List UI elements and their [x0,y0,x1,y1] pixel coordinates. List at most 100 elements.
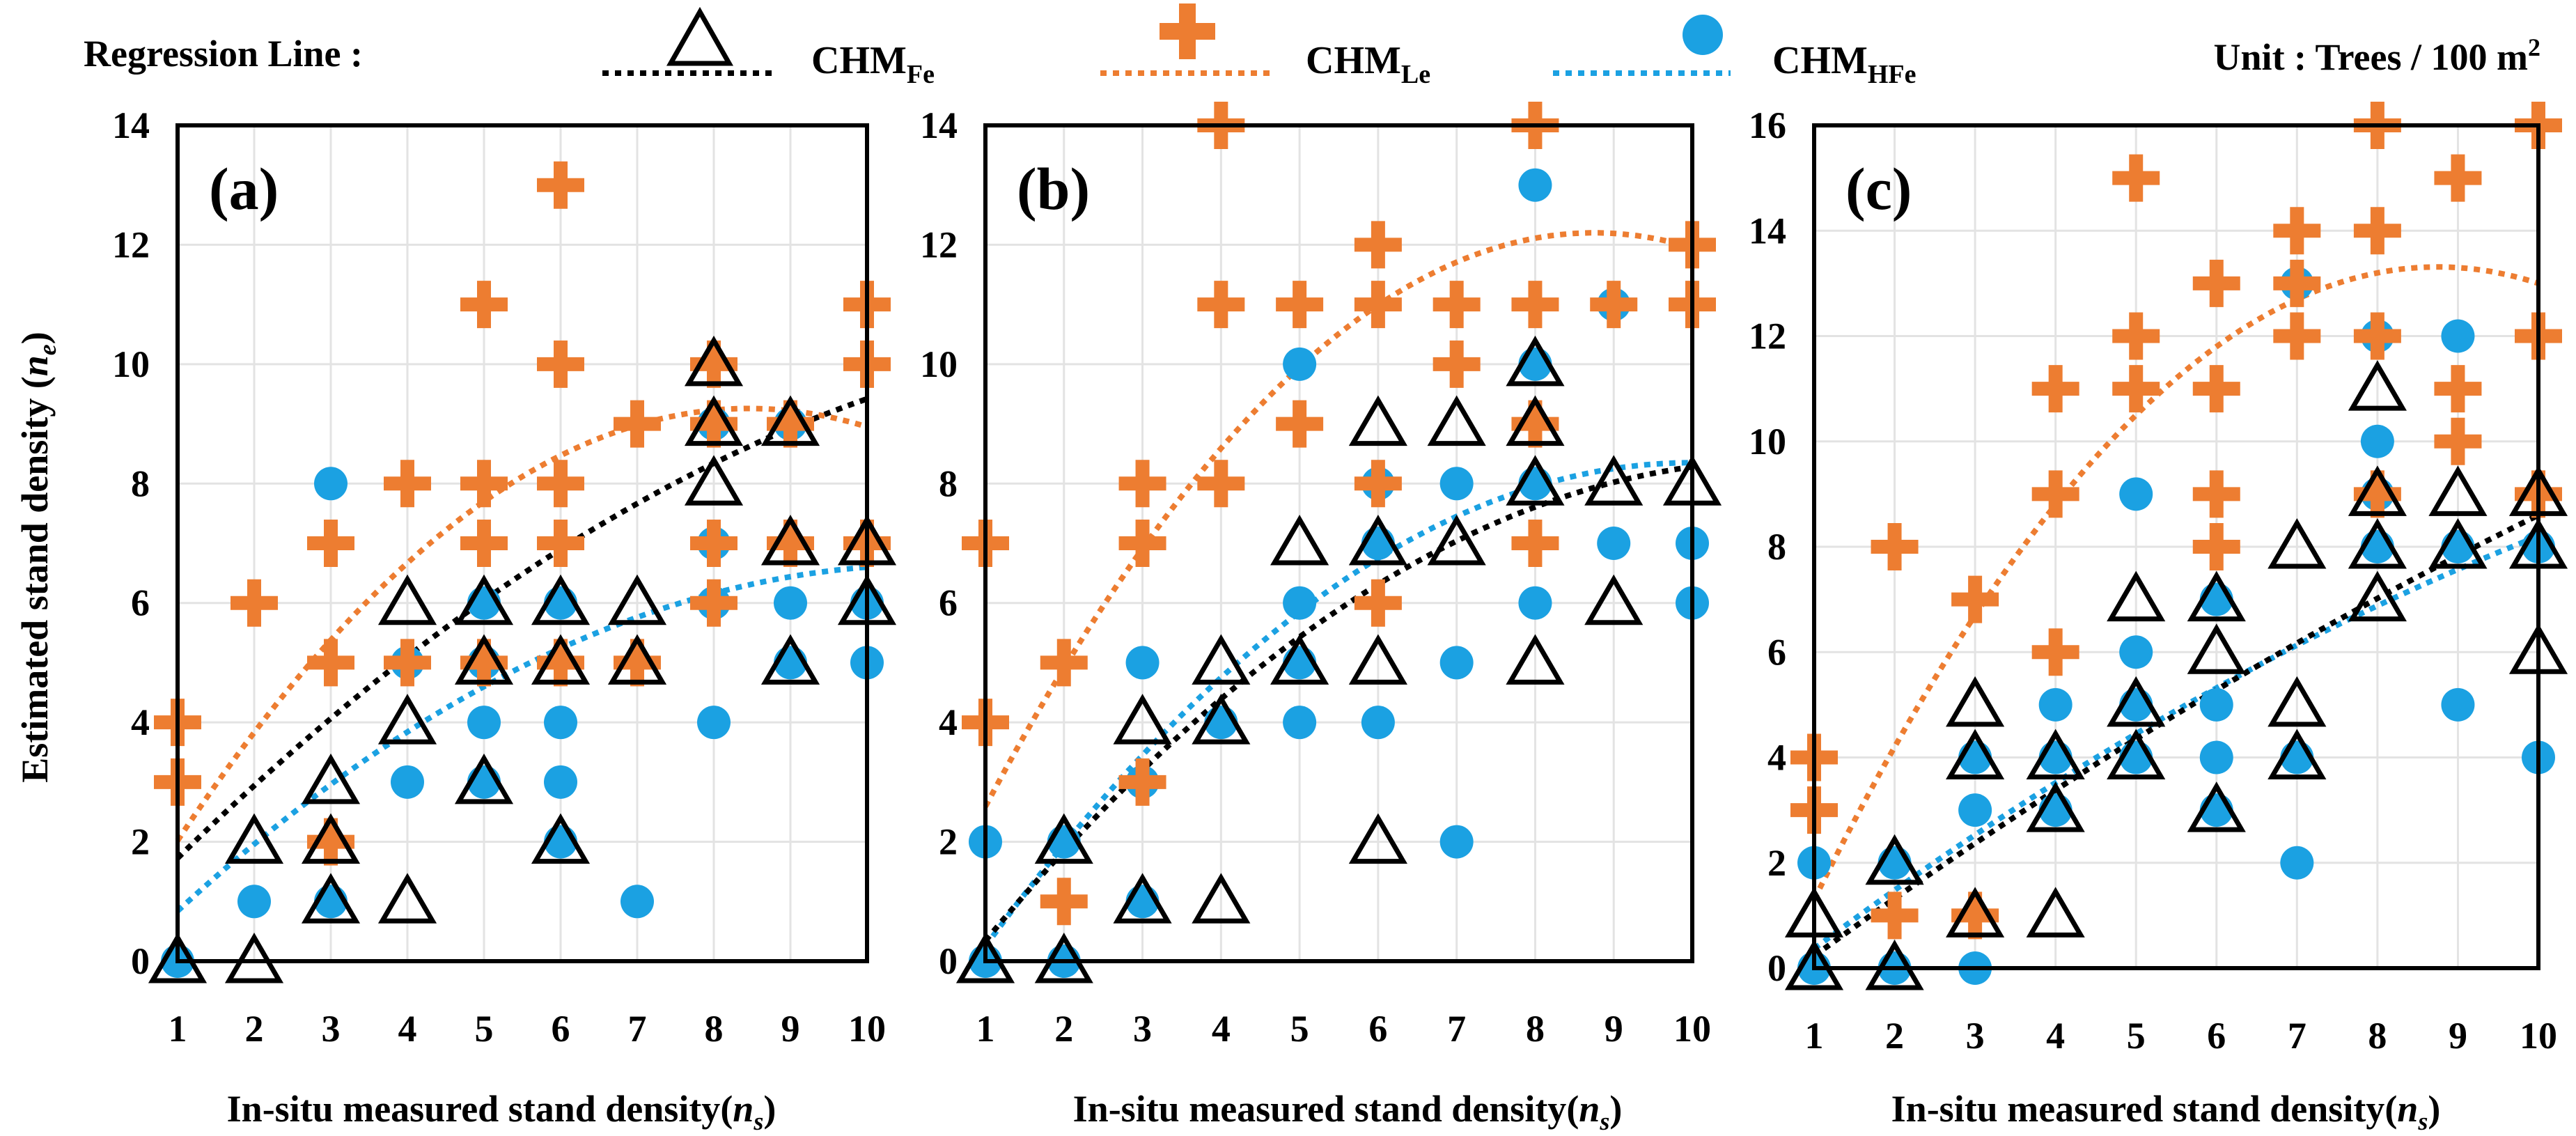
y-tick-label: 14 [1749,210,1786,251]
point-chm-hfe [1125,646,1160,680]
x-tick-label: 4 [2046,1015,2065,1057]
y-tick-label: 12 [1749,316,1786,357]
point-chm-le [1354,281,1402,329]
point-chm-le [537,340,584,388]
x-tick-label: 5 [1290,1008,1309,1050]
point-chm-le [1354,460,1402,508]
point-chm-hfe [1283,706,1317,740]
point-chm-fe [1348,395,1407,446]
point-chm-le [2273,207,2321,255]
y-tick-label: 2 [939,821,958,863]
point-chm-le [690,520,737,567]
point-chm-fe [2026,887,2085,937]
x-tick-label: 1 [976,1008,995,1050]
point-chm-fe [377,873,437,924]
point-chm-le [2353,470,2401,518]
point-chm-fe [1946,887,2005,937]
point-chm-fe [1584,455,1644,506]
point-chm-le [2434,154,2482,202]
point-chm-fe [1348,813,1407,864]
point-chm-le [690,579,737,627]
point-chm-fe [2348,360,2407,411]
point-chm-hfe [2360,424,2394,458]
point-chm-fe [1427,395,1486,446]
point-chm-fe [2267,518,2327,569]
legend-le-label: CHMLe [1306,39,1430,89]
point-chm-le [2192,259,2240,307]
point-chm-hfe [1597,527,1631,560]
point-chm-le [1590,281,1638,329]
point-chm-fe [2267,676,2327,727]
y-tick-label: 6 [1767,631,1786,673]
point-chm-fe [684,395,744,446]
point-chm-hfe [774,586,807,620]
point-chm-le [1951,575,1999,623]
point-chm-le [2273,312,2321,360]
point-chm-le [614,400,661,448]
point-chm-le [2112,365,2160,413]
y-tick-label: 0 [1767,947,1786,989]
point-chm-fe [1113,873,1172,924]
y-tick-label: 2 [131,821,150,863]
point-chm-le [2192,470,2240,518]
point-chm-fe [1192,694,1251,745]
y-tick-label: 12 [920,224,958,265]
point-chm-fe [760,395,820,446]
point-chm-fe [2026,781,2085,832]
point-chm-hfe [237,885,271,919]
point-chm-le [2434,365,2482,413]
point-chm-le [537,460,584,508]
point-chm-fe [1506,335,1565,387]
point-chm-le [690,400,737,448]
point-chm-le [1118,758,1166,806]
point-chm-fe [301,813,361,864]
point-chm-le [1433,281,1481,329]
point-chm-le [307,520,354,567]
legend-hfe-marker [1683,15,1723,55]
point-chm-fe [531,813,591,864]
point-chm-hfe [1518,168,1552,202]
point-chm-le [767,400,814,448]
point-chm-le [537,520,584,567]
y-tick-label: 8 [1767,526,1786,568]
point-chm-fe [1427,515,1486,566]
y-tick-label: 6 [939,582,958,624]
x-tick-label: 2 [1885,1015,1904,1057]
point-chm-le [1354,579,1402,627]
point-chm-fe [1270,515,1329,566]
point-chm-fe [684,455,744,506]
point-chm-le [1040,639,1088,687]
point-chm-hfe [2199,687,2233,722]
y-tick-label: 6 [131,582,150,624]
trend-line-chm-hfe [175,564,868,913]
point-chm-hfe [697,706,731,740]
legend-title: Regression Line : [84,33,363,75]
point-chm-fe [454,634,514,685]
point-chm-hfe [1518,586,1552,620]
x-tick-label: 8 [705,1008,724,1050]
point-chm-le [1118,460,1166,508]
panel-label: (a) [209,155,279,222]
unit-label: Unit : Trees / 100 m2 [2214,33,2540,78]
x-tick-label: 10 [2520,1015,2557,1057]
legend-fe-label: CHMFe [811,39,935,89]
point-chm-fe [1192,873,1251,924]
panel-label: (c) [1845,155,1912,222]
y-tick-label: 4 [1767,737,1786,779]
y-tick-label: 12 [112,224,150,265]
point-chm-hfe [2038,687,2072,722]
plot-frame [175,123,869,963]
point-chm-le [2353,312,2401,360]
x-tick-label: 3 [322,1008,341,1050]
point-chm-hfe [2199,740,2233,775]
point-chm-fe [2267,729,2327,779]
y-tick-label: 4 [131,701,150,743]
point-chm-le [460,460,508,508]
point-chm-hfe [2280,846,2314,880]
x-tick-label: 2 [1054,1008,1073,1050]
point-chm-fe [1946,729,2005,779]
legend-fe-marker [666,6,734,66]
trend-line-chm-le [1811,264,2540,901]
x-tick-label: 9 [781,1008,800,1050]
